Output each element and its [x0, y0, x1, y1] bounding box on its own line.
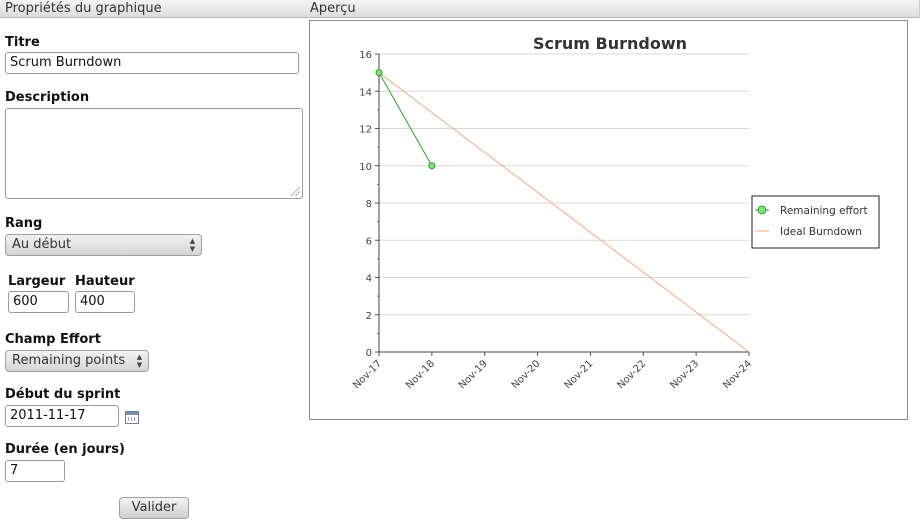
properties-panel-header: Propriétés du graphique: [0, 0, 306, 18]
rank-label: Rang: [5, 216, 43, 231]
select-arrows-icon: ▲ ▼: [189, 237, 196, 253]
y-tick-label: 10: [359, 162, 372, 173]
duration-label: Durée (en jours): [5, 442, 125, 457]
ideal-burndown-line: [378, 72, 750, 353]
preview-panel-title: Aperçu: [310, 1, 356, 16]
description-textarea[interactable]: [5, 108, 303, 199]
height-label: Hauteur: [75, 274, 135, 289]
resize-grip-icon[interactable]: [291, 187, 300, 196]
submit-button[interactable]: Valider: [119, 497, 189, 519]
remaining-effort-point: [375, 69, 383, 77]
y-tick-label: 6: [366, 236, 372, 247]
duration-input[interactable]: 7: [5, 460, 65, 482]
width-input[interactable]: 600: [8, 291, 69, 313]
y-tick-label: 12: [359, 125, 372, 136]
y-tick-label: 14: [359, 87, 372, 98]
x-tick-label: Nov-20: [510, 358, 543, 391]
y-tick-label: 4: [366, 274, 372, 285]
rank-select-value: Au début: [12, 237, 72, 252]
remaining-effort-point: [428, 162, 436, 170]
title-label: Titre: [5, 35, 40, 50]
x-tick-label: Nov-24: [721, 358, 754, 391]
effort-field-label: Champ Effort: [5, 332, 101, 347]
x-tick-label: Nov-18: [404, 358, 437, 391]
y-tick-label: 8: [366, 199, 372, 210]
y-tick-label: 2: [366, 311, 372, 322]
description-label: Description: [5, 90, 90, 105]
remaining-effort-line: [378, 72, 433, 166]
effort-field-select[interactable]: Remaining points ▲ ▼: [5, 350, 149, 372]
height-input[interactable]: 400: [75, 291, 135, 313]
sprint-start-input[interactable]: 2011-11-17: [5, 405, 119, 427]
properties-panel-title: Propriétés du graphique: [5, 1, 162, 16]
x-tick-label: Nov-22: [615, 358, 648, 391]
x-tick-label: Nov-19: [457, 358, 490, 391]
legend-label-remaining-effort: Remaining effort: [780, 205, 868, 217]
legend-label-ideal-burndown: Ideal Burndown: [780, 226, 862, 238]
width-label: Largeur: [8, 274, 66, 289]
legend-marker-remaining-effort: [757, 205, 767, 215]
chart-title: Scrum Burndown: [533, 34, 687, 53]
y-tick-label: 16: [359, 50, 372, 61]
x-tick-label: Nov-23: [668, 358, 701, 391]
rank-select[interactable]: Au début ▲ ▼: [5, 234, 202, 256]
sprint-start-label: Début du sprint: [5, 387, 121, 402]
legend-box: [751, 195, 880, 249]
x-tick-label: Nov-17: [351, 358, 384, 391]
effort-field-value: Remaining points: [12, 353, 126, 368]
x-tick-label: Nov-21: [563, 358, 596, 391]
title-input[interactable]: Scrum Burndown: [5, 52, 299, 74]
select-arrows-icon: ▲ ▼: [136, 353, 143, 369]
y-tick-label: 0: [366, 348, 372, 359]
preview-panel-header: Aperçu: [305, 0, 920, 18]
burndown-chart: Scrum Burndown 0 2 4 6 8 10 12 14 16 Nov-17 Nov-18…: [351, 34, 880, 391]
calendar-icon[interactable]: [125, 411, 139, 424]
chart-preview: Scrum Burndown 0 2 4 6 8 10 12 14 16 Nov-17 Nov-18…: [309, 20, 908, 420]
